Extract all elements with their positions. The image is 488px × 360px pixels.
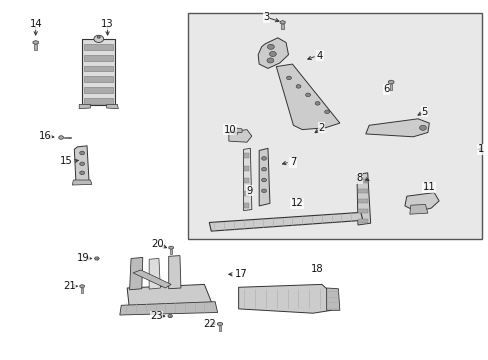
Text: 10: 10 [223,125,236,135]
Circle shape [267,44,274,49]
Bar [69,136,71,139]
Polygon shape [33,41,39,44]
Polygon shape [387,80,393,84]
Polygon shape [81,288,83,293]
Polygon shape [258,38,288,68]
Polygon shape [74,146,89,183]
Polygon shape [365,119,428,137]
Polygon shape [80,285,84,288]
Bar [84,55,113,61]
Text: 18: 18 [310,264,323,274]
Circle shape [261,157,266,160]
Bar [84,76,113,82]
Text: 22: 22 [203,319,215,329]
Circle shape [80,151,84,155]
Circle shape [59,136,63,139]
Polygon shape [129,257,142,290]
Polygon shape [404,193,438,212]
Bar [84,98,113,104]
Polygon shape [229,128,242,132]
Circle shape [80,162,84,166]
Bar [244,153,249,158]
Polygon shape [167,315,172,318]
Bar [357,189,367,193]
Polygon shape [106,104,118,109]
Bar [84,66,113,72]
Polygon shape [168,246,173,249]
Text: 11: 11 [422,182,435,192]
Bar [84,87,113,93]
Circle shape [261,167,266,171]
Bar [82,39,115,105]
Text: 14: 14 [29,19,42,30]
Circle shape [269,51,276,57]
Circle shape [266,58,273,63]
Text: 16: 16 [39,131,51,141]
Polygon shape [259,148,269,206]
Bar [244,178,249,183]
Polygon shape [97,36,100,38]
Polygon shape [94,257,99,260]
Circle shape [261,178,266,182]
Text: 9: 9 [245,186,252,196]
Circle shape [286,76,291,80]
Polygon shape [170,249,172,254]
Text: 13: 13 [101,19,114,30]
Text: 6: 6 [382,84,389,94]
Polygon shape [326,288,339,310]
Polygon shape [356,173,370,225]
Polygon shape [228,130,251,142]
Polygon shape [72,180,92,185]
Bar [244,191,249,196]
Text: 19: 19 [77,253,89,264]
Polygon shape [217,322,222,326]
Text: 20: 20 [151,239,163,249]
Polygon shape [120,302,217,315]
Circle shape [419,125,426,130]
Text: 7: 7 [289,157,296,167]
Circle shape [94,35,103,42]
Text: 15: 15 [60,156,72,166]
Text: 4: 4 [316,51,323,61]
Text: 21: 21 [63,281,76,291]
Text: 2: 2 [318,123,325,133]
Circle shape [261,189,266,193]
Polygon shape [276,64,339,130]
Text: 5: 5 [420,107,427,117]
Polygon shape [389,84,392,90]
Circle shape [324,110,329,114]
Circle shape [295,85,300,88]
Polygon shape [238,284,338,313]
Polygon shape [219,325,221,331]
Text: 1: 1 [477,144,483,154]
Text: 8: 8 [356,173,362,183]
Text: 3: 3 [263,12,269,22]
Text: 17: 17 [234,269,247,279]
Polygon shape [209,212,362,231]
Polygon shape [280,21,285,24]
Bar [357,209,367,213]
Bar [188,13,481,239]
Polygon shape [243,148,251,211]
Text: 12: 12 [290,198,303,208]
Circle shape [80,171,84,175]
Polygon shape [34,44,37,50]
Bar [84,44,113,50]
Bar [244,203,249,208]
Bar [244,166,249,171]
Polygon shape [168,256,181,289]
Polygon shape [127,284,212,310]
Circle shape [305,93,310,97]
Polygon shape [149,258,160,289]
Polygon shape [133,270,171,288]
Polygon shape [79,104,90,109]
Circle shape [314,102,319,105]
Polygon shape [409,204,427,214]
Bar [357,219,367,223]
Text: 23: 23 [150,311,163,321]
Polygon shape [281,24,283,30]
Bar [63,137,69,138]
Bar [357,179,367,183]
Bar [357,199,367,203]
